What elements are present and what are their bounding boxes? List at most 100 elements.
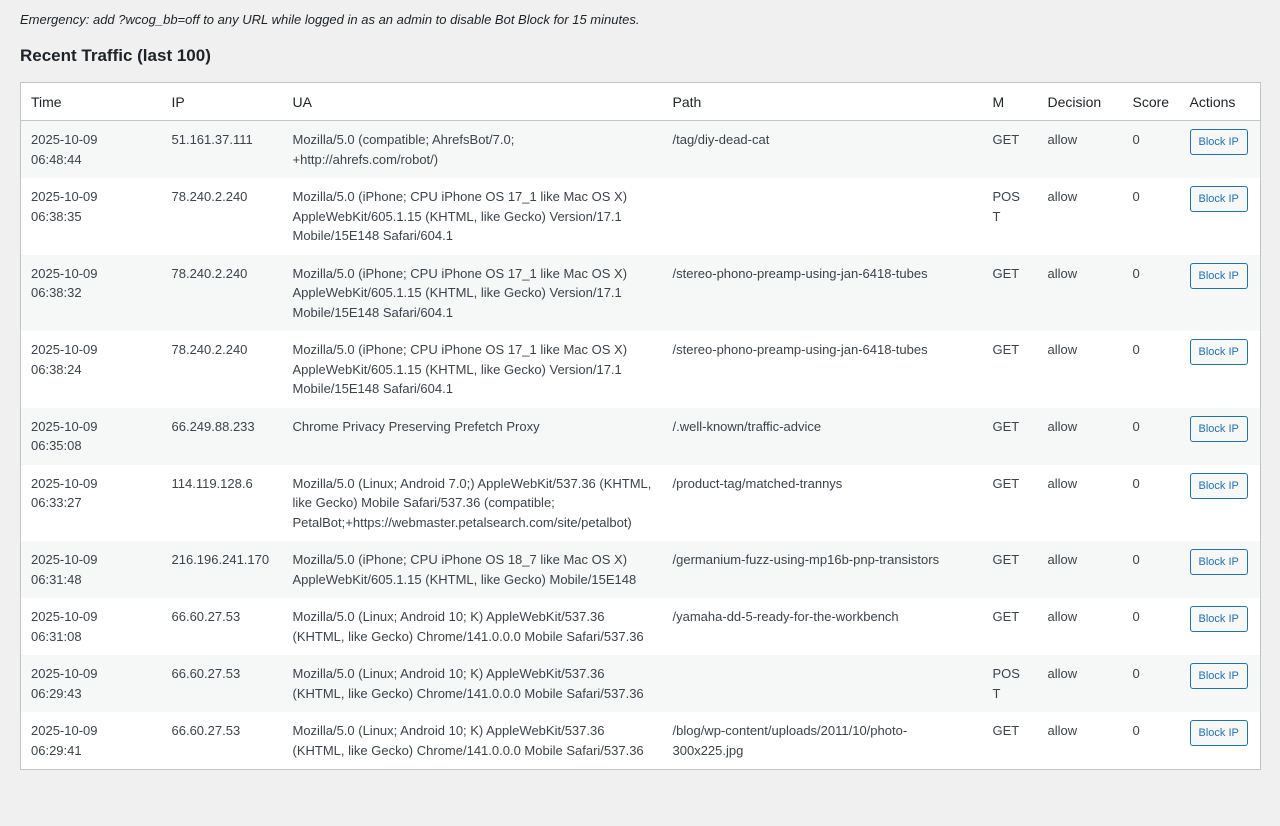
time-cell: 2025-10-09 06:29:43: [31, 666, 98, 701]
block-ip-button[interactable]: Block IP: [1189, 129, 1248, 155]
table-header: Time IP UA Path M Decision Score Actions: [20, 82, 1261, 121]
decision-cell: allow: [1047, 723, 1078, 738]
path-cell: [663, 655, 983, 712]
path-cell: /.well-known/traffic-advice: [672, 418, 822, 434]
table-row: 2025-10-09 06:48:44 51.161.37.111 Mozilla/5…: [20, 120, 1261, 179]
ip-cell: 66.249.88.233: [171, 418, 255, 434]
table-row: 2025-10-09 06:29:43 66.60.27.53 Mozilla/5.0…: [20, 655, 1261, 712]
score-cell: 0: [1132, 418, 1140, 434]
score-cell: 0: [1132, 666, 1140, 681]
score-cell: 0: [1132, 552, 1140, 567]
path-cell: /blog/wp-content/uploads/2011/10/photo-3…: [672, 723, 908, 758]
block-ip-button[interactable]: Block IP: [1189, 262, 1248, 289]
time-cell: 2025-10-09 06:33:27: [31, 475, 98, 511]
ua-cell: Mozilla/5.0 (Linux; Android 10; K) Apple…: [292, 609, 644, 644]
col-time: Time: [20, 82, 162, 121]
block-ip-button[interactable]: Block IP: [1189, 606, 1248, 632]
decision-cell: allow: [1047, 132, 1078, 147]
block-ip-button[interactable]: Block IP: [1189, 339, 1248, 365]
score-cell: 0: [1132, 189, 1140, 204]
ua-cell: Mozilla/5.0 (iPhone; CPU iPhone OS 17_1 …: [292, 342, 628, 396]
decision-cell: allow: [1047, 418, 1078, 434]
ua-cell: Mozilla/5.0 (Linux; Android 10; K) Apple…: [292, 666, 644, 701]
ip-cell: 114.119.128.6: [171, 475, 253, 491]
block-ip-button[interactable]: Block IP: [1189, 549, 1248, 575]
score-cell: 0: [1132, 609, 1140, 624]
ua-cell: Mozilla/5.0 (Linux; Android 7.0;) AppleW…: [292, 475, 652, 530]
actions-cell: Block IP: [1180, 255, 1261, 332]
actions-cell: Block IP: [1180, 465, 1261, 542]
decision-cell: allow: [1047, 342, 1078, 357]
path-cell: /germanium-fuzz-using-mp16b-pnp-transist…: [672, 552, 940, 567]
actions-cell: Block IP: [1180, 408, 1261, 465]
block-ip-button[interactable]: Block IP: [1189, 186, 1248, 212]
ua-cell: Chrome Privacy Preserving Prefetch Proxy: [292, 418, 540, 434]
col-decision: Decision: [1037, 82, 1123, 121]
path-cell: /stereo-phono-preamp-using-jan-6418-tube…: [672, 342, 928, 357]
actions-cell: Block IP: [1180, 712, 1261, 770]
decision-cell: allow: [1047, 475, 1078, 491]
method-cell: POST: [992, 189, 1020, 224]
actions-cell: Block IP: [1180, 598, 1261, 655]
block-ip-button[interactable]: Block IP: [1189, 472, 1248, 499]
score-cell: 0: [1132, 342, 1140, 357]
time-cell: 2025-10-09 06:31:08: [31, 609, 98, 644]
path-cell: /tag/diy-dead-cat: [672, 132, 770, 147]
section-heading: Recent Traffic (last 100): [20, 46, 211, 65]
decision-cell: allow: [1047, 265, 1078, 281]
time-cell: 2025-10-09 06:29:41: [31, 723, 98, 758]
method-cell: GET: [992, 552, 1020, 567]
emergency-notice: Emergency: add ?wcog_bb=off to any URL w…: [20, 12, 640, 27]
table-row: 2025-10-09 06:29:41 66.60.27.53 Mozilla/5.0…: [21, 712, 1261, 770]
score-cell: 0: [1132, 723, 1140, 738]
ua-cell: Mozilla/5.0 (Linux; Android 10; K) Apple…: [292, 723, 644, 758]
decision-cell: allow: [1047, 666, 1078, 681]
traffic-table: Time IP UA Path M Decision Score Actions…: [20, 82, 1261, 770]
time-cell: 2025-10-09 06:48:44: [31, 132, 98, 167]
method-cell: GET: [992, 609, 1020, 624]
path-cell: /product-tag/matched-trannys: [672, 475, 843, 491]
actions-cell: Block IP: [1180, 121, 1261, 179]
ip-cell: 216.196.241.170: [171, 552, 270, 567]
time-cell: 2025-10-09 06:38:32: [31, 265, 98, 301]
path-cell: /stereo-phono-preamp-using-jan-6418-tube…: [672, 265, 928, 281]
ip-cell: 78.240.2.240: [171, 342, 248, 357]
col-method: M: [982, 82, 1038, 121]
table-row: 2025-10-09 06:33:27 114.119.128.6 Mozilla/5…: [21, 465, 1261, 542]
method-cell: GET: [992, 418, 1020, 434]
table-row: 2025-10-09 06:38:32 78.240.2.240 Mozilla/5.…: [20, 254, 1261, 332]
col-ip: IP: [161, 82, 283, 121]
block-ip-button[interactable]: Block IP: [1189, 720, 1248, 746]
actions-cell: Block IP: [1180, 541, 1261, 598]
block-ip-button[interactable]: Block IP: [1189, 663, 1248, 689]
method-cell: GET: [992, 723, 1020, 738]
ua-cell: Mozilla/5.0 (iPhone; CPU iPhone OS 17_1 …: [292, 189, 628, 243]
decision-cell: allow: [1047, 609, 1078, 624]
time-cell: 2025-10-09 06:38:24: [31, 342, 98, 377]
col-path: Path: [662, 82, 983, 121]
ip-cell: 66.60.27.53: [171, 723, 241, 738]
col-score: Score: [1122, 82, 1180, 121]
table-row: 2025-10-09 06:38:24 78.240.2.240 Mozilla/5.…: [21, 331, 1261, 408]
path-cell: [663, 178, 983, 255]
block-ip-button[interactable]: Block IP: [1189, 415, 1248, 442]
col-actions: Actions: [1179, 82, 1261, 121]
table-row: 2025-10-09 06:31:08 66.60.27.53 Mozilla/5.0…: [21, 598, 1261, 655]
ip-cell: 78.240.2.240: [171, 265, 248, 281]
table-row: 2025-10-09 06:35:08 66.249.88.233 Chrome Pr…: [20, 407, 1261, 465]
method-cell: GET: [992, 342, 1020, 357]
ip-cell: 66.60.27.53: [171, 609, 241, 624]
ua-cell: Mozilla/5.0 (compatible; AhrefsBot/7.0; …: [292, 132, 515, 167]
time-cell: 2025-10-09 06:38:35: [31, 189, 98, 224]
ip-cell: 78.240.2.240: [171, 189, 248, 204]
decision-cell: allow: [1047, 552, 1078, 567]
col-ua: UA: [282, 82, 663, 121]
ua-cell: Mozilla/5.0 (iPhone; CPU iPhone OS 18_7 …: [292, 552, 637, 587]
method-cell: GET: [992, 132, 1020, 147]
score-cell: 0: [1132, 132, 1140, 147]
actions-cell: Block IP: [1180, 178, 1261, 255]
time-cell: 2025-10-09 06:31:48: [31, 552, 98, 587]
time-cell: 2025-10-09 06:35:08: [31, 418, 98, 454]
ip-cell: 51.161.37.111: [171, 132, 253, 147]
score-cell: 0: [1132, 265, 1140, 281]
